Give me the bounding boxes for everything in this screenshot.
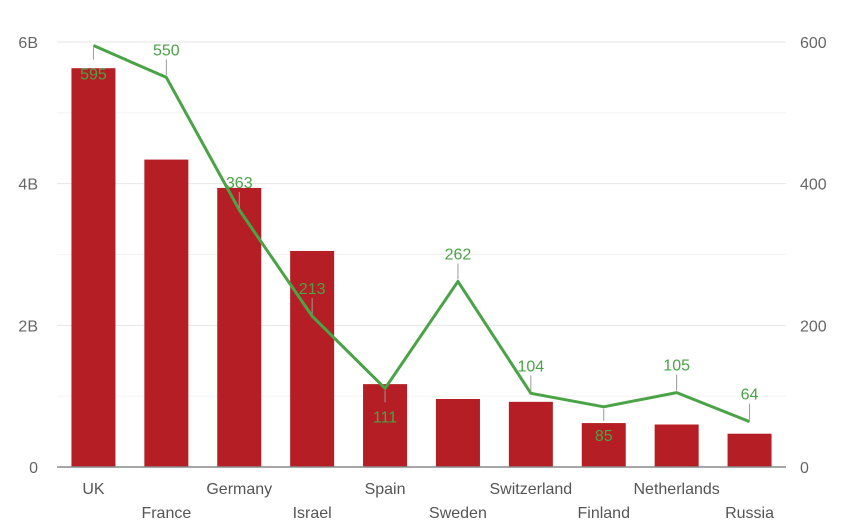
x-tick-label: Spain [365, 481, 406, 498]
data-label: 363 [226, 175, 253, 192]
x-tick-label: Finland [578, 505, 630, 522]
data-label: 595 [80, 67, 107, 84]
y2-tick-label: 400 [800, 177, 827, 194]
line-series [92, 44, 751, 424]
bar [654, 424, 699, 467]
x-tick-label: Germany [206, 481, 272, 498]
data-label: 104 [517, 358, 544, 375]
bar [290, 250, 335, 467]
y2-tick-label: 0 [800, 460, 809, 477]
data-label: 111 [373, 409, 397, 426]
x-tick-label: UK [82, 481, 105, 498]
x-tick-label: Switzerland [489, 481, 572, 498]
y-tick-label: 4B [18, 177, 38, 194]
bar-series [71, 68, 772, 468]
y-tick-label: 2B [18, 318, 38, 335]
y-tick-label: 0 [29, 460, 38, 477]
left-y-axis-ticks: 0 2B 4B 6B [18, 35, 38, 477]
y2-tick-label: 600 [800, 35, 827, 52]
x-tick-label: France [141, 505, 191, 522]
data-label: 550 [153, 42, 180, 59]
data-label: 85 [595, 428, 613, 445]
data-label: 262 [445, 246, 472, 263]
data-label: 105 [663, 358, 690, 375]
category-labels: UK France Germany Israel Spain SwedenSwitzerl… [82, 481, 774, 522]
data-label: 64 [741, 387, 759, 404]
x-tick-label: Netherlands [634, 481, 720, 498]
x-tick-label: Sweden [429, 505, 487, 522]
bar [508, 401, 553, 467]
bar [435, 399, 480, 467]
bar [217, 187, 262, 467]
right-y-axis-ticks: 0 200 400 600 [800, 35, 827, 477]
x-tick-label: Russia [725, 505, 774, 522]
data-labels: 595 550 363 213 111 262 104 85 105 64 [80, 42, 758, 444]
y-tick-label: 6B [18, 35, 38, 52]
data-label: 213 [299, 281, 326, 298]
y2-tick-label: 200 [800, 318, 827, 335]
bar [71, 68, 116, 467]
line-path [92, 44, 751, 424]
bar [581, 423, 626, 467]
bar [727, 433, 772, 467]
bar [144, 159, 189, 468]
x-tick-label: Israel [293, 505, 332, 522]
